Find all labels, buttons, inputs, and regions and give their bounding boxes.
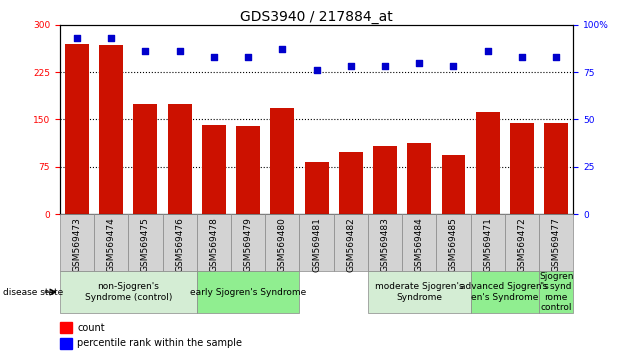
Text: GSM569472: GSM569472 [517,217,527,272]
Bar [544,122,568,214]
Point [380,64,390,69]
Bar [442,155,466,214]
Text: GSM569473: GSM569473 [72,217,81,272]
Point [449,64,459,69]
Text: count: count [77,322,105,332]
FancyBboxPatch shape [231,214,265,271]
Text: moderate Sjogren's
Syndrome: moderate Sjogren's Syndrome [375,282,464,302]
FancyBboxPatch shape [402,214,437,271]
Bar [270,108,294,214]
Bar [339,152,363,214]
Point [175,48,185,54]
Text: non-Sjogren's
Syndrome (control): non-Sjogren's Syndrome (control) [84,282,172,302]
FancyBboxPatch shape [265,214,299,271]
FancyBboxPatch shape [129,214,163,271]
Bar [476,112,500,214]
Text: GSM569480: GSM569480 [278,217,287,272]
Point [277,47,287,52]
Point [517,54,527,60]
Text: GSM569479: GSM569479 [244,217,253,272]
Point [312,67,322,73]
Bar [236,126,260,214]
Bar [134,104,158,214]
Point [415,60,425,65]
FancyBboxPatch shape [471,271,539,313]
Bar [60,322,72,333]
Text: GSM569483: GSM569483 [381,217,389,272]
FancyBboxPatch shape [368,271,471,313]
FancyBboxPatch shape [539,271,573,313]
FancyBboxPatch shape [60,214,94,271]
FancyBboxPatch shape [505,214,539,271]
Bar [407,143,432,214]
Text: Sjogren
's synd
rome
control: Sjogren 's synd rome control [539,272,573,312]
Bar [99,45,123,214]
Text: GSM569482: GSM569482 [346,217,355,272]
Point [551,54,561,60]
Text: disease state: disease state [3,287,64,297]
Text: GSM569481: GSM569481 [312,217,321,272]
Bar [304,162,329,214]
Point [209,54,219,60]
Point [140,48,151,54]
Text: percentile rank within the sample: percentile rank within the sample [77,338,242,348]
Text: GSM569474: GSM569474 [106,217,116,272]
FancyBboxPatch shape [471,214,505,271]
Point [483,48,493,54]
Bar [373,146,397,214]
Text: GSM569485: GSM569485 [449,217,458,272]
FancyBboxPatch shape [539,214,573,271]
Bar [202,125,226,214]
FancyBboxPatch shape [197,271,299,313]
FancyBboxPatch shape [94,214,129,271]
Bar [60,338,72,349]
Text: early Sjogren's Syndrome: early Sjogren's Syndrome [190,287,306,297]
Text: GSM569471: GSM569471 [483,217,492,272]
FancyBboxPatch shape [299,214,334,271]
FancyBboxPatch shape [437,214,471,271]
Title: GDS3940 / 217884_at: GDS3940 / 217884_at [240,10,393,24]
Text: GSM569475: GSM569475 [141,217,150,272]
Bar [168,104,192,214]
Text: GSM569476: GSM569476 [175,217,184,272]
Text: GSM569477: GSM569477 [552,217,561,272]
FancyBboxPatch shape [334,214,368,271]
Bar [510,122,534,214]
Bar [65,44,89,214]
FancyBboxPatch shape [197,214,231,271]
Text: GSM569484: GSM569484 [415,217,424,272]
FancyBboxPatch shape [60,271,197,313]
Text: advanced Sjogren's
en's Syndrome: advanced Sjogren's en's Syndrome [461,282,549,302]
Text: GSM569478: GSM569478 [209,217,219,272]
Point [346,64,356,69]
Point [243,54,253,60]
Point [72,35,82,41]
FancyBboxPatch shape [368,214,402,271]
Point [106,35,117,41]
FancyBboxPatch shape [163,214,197,271]
